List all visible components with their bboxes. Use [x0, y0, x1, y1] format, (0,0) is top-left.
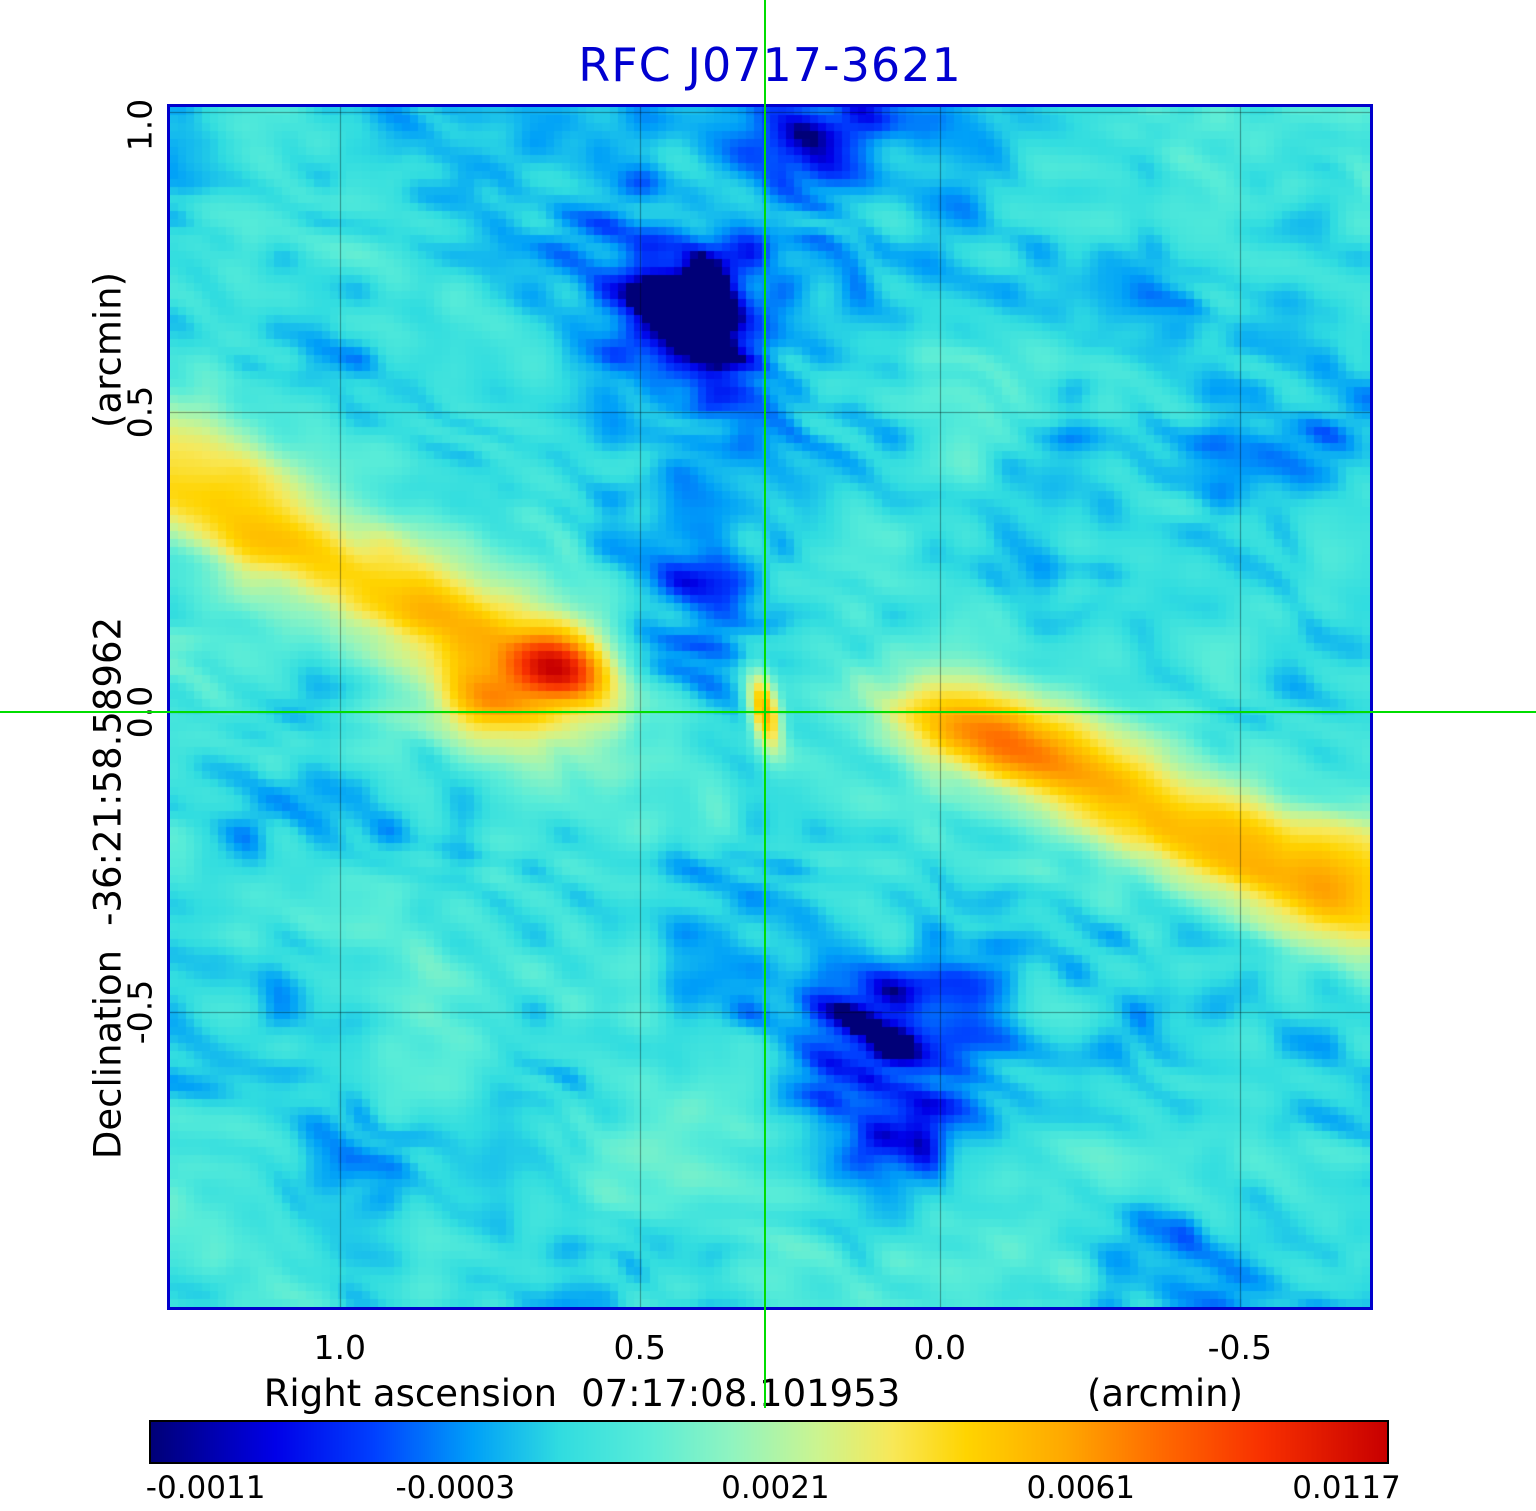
x-tick-label: 0.0 [913, 1328, 967, 1367]
colorbar-value-label: -0.0011 [145, 1470, 266, 1506]
y-axis-label: Declination -36:21:58.58962 [87, 617, 130, 1159]
y-axis-name: Declination [86, 949, 130, 1160]
colorbar-value-label: -0.0003 [395, 1470, 516, 1506]
y-tick-label: 1.0 [120, 98, 160, 152]
y-axis-unit: (arcmin) [86, 271, 130, 429]
crosshair-vertical-line [764, 0, 766, 1408]
x-axis-value: 07:17:08.101953 [581, 1372, 901, 1415]
colorbar-value-label: 0.0021 [721, 1470, 830, 1506]
x-tick-label: 0.5 [613, 1328, 667, 1367]
x-axis-label: Right ascension 07:17:08.101953 [264, 1372, 901, 1415]
x-axis-name: Right ascension [263, 1372, 558, 1415]
y-axis-value: -36:21:58.58962 [86, 616, 130, 926]
plot-frame [167, 104, 1373, 1310]
heatmap-canvas [170, 107, 1370, 1307]
colorbar-gradient [149, 1420, 1389, 1464]
plot-title: RFC J0717-3621 [578, 38, 962, 92]
x-axis-unit: (arcmin) [1086, 1372, 1244, 1415]
colorbar-value-label: 0.0061 [1026, 1470, 1135, 1506]
colorbar-value-label: 0.0117 [1292, 1470, 1401, 1506]
crosshair-horizontal-line [0, 711, 1536, 713]
x-tick-label: 1.0 [313, 1328, 367, 1367]
x-tick-label: -0.5 [1207, 1328, 1272, 1367]
